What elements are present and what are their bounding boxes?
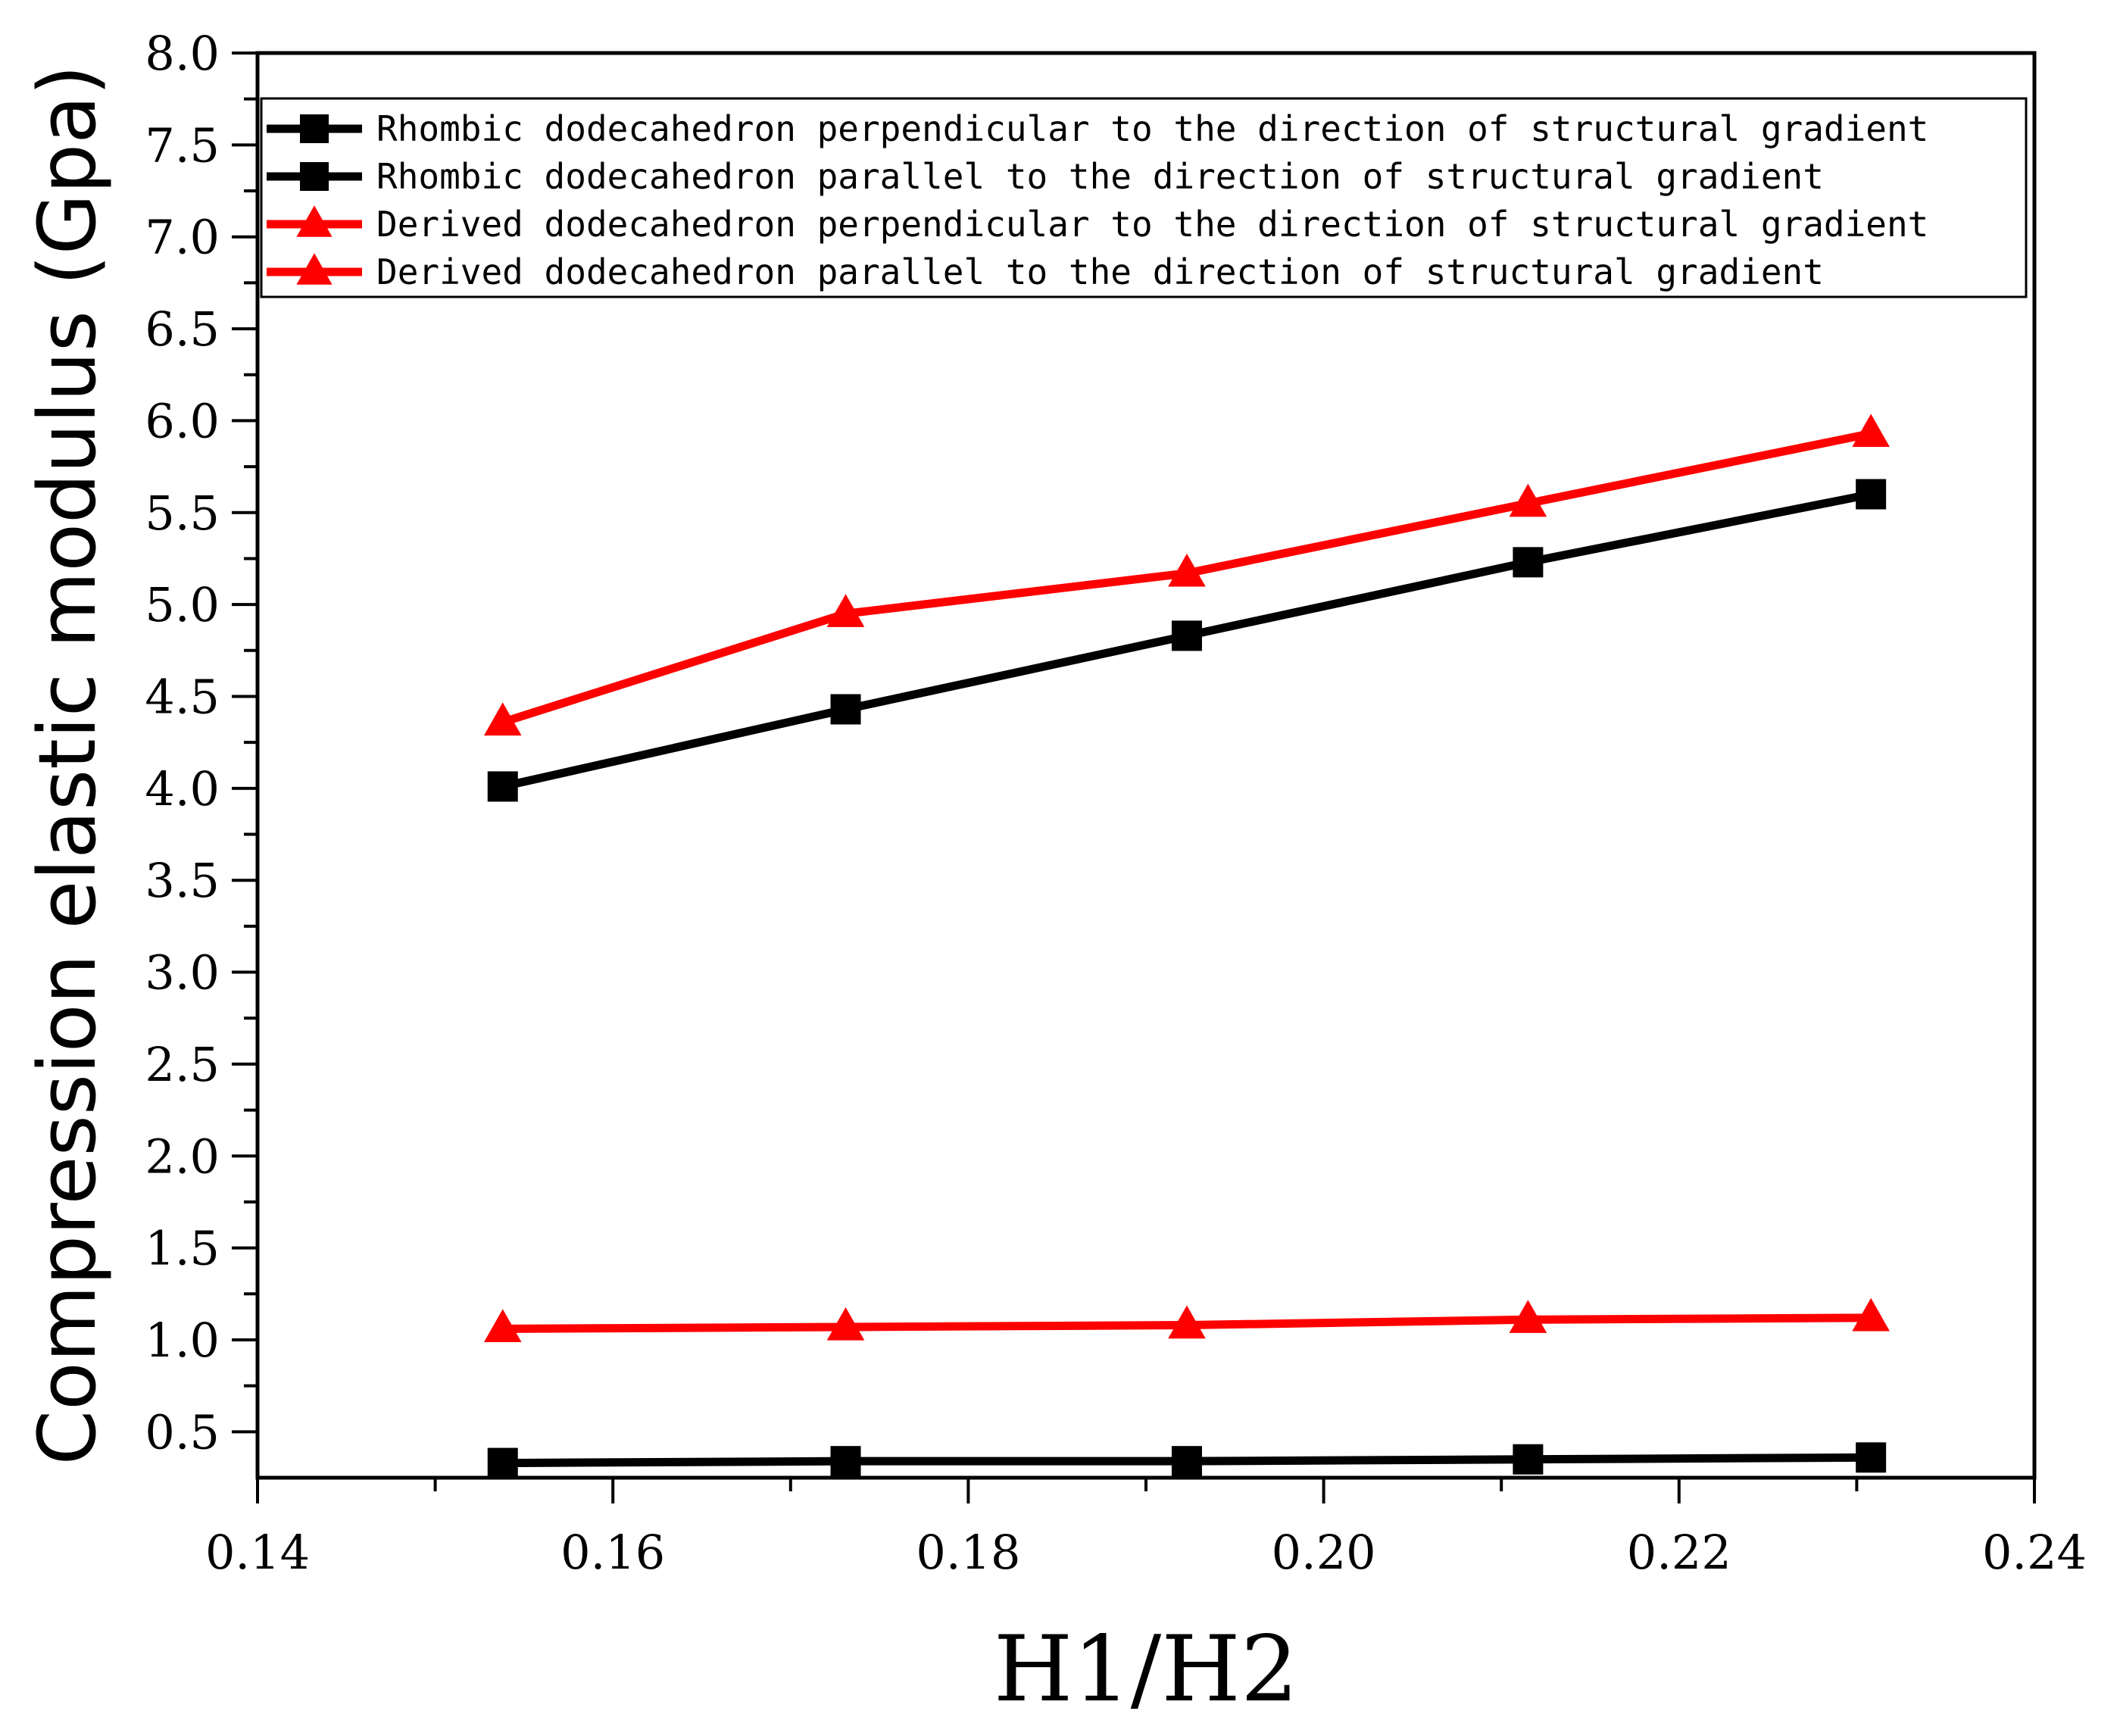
y-tick-label: 7.5	[145, 117, 220, 173]
data-point	[826, 1307, 865, 1341]
y-axis-title: Compression elastic modulus (Gpa)	[21, 65, 114, 1466]
y-tick-label: 6.5	[145, 301, 220, 357]
y-tick-label: 1.5	[145, 1221, 220, 1276]
legend-box	[260, 97, 2028, 298]
y-tick-label: 6.0	[145, 393, 220, 448]
data-point	[1171, 1446, 1202, 1477]
data-point	[1513, 1444, 1544, 1475]
y-tick-label: 5.0	[145, 577, 220, 632]
y-tick-label: 8.0	[145, 26, 220, 81]
y-tick-label: 3.5	[145, 853, 220, 908]
series-3	[483, 414, 1890, 736]
series-4	[483, 1297, 1890, 1343]
y-tick-label: 1.0	[145, 1313, 220, 1368]
data-point	[1509, 483, 1547, 517]
legend-marker	[296, 253, 333, 285]
legend-marker	[300, 114, 329, 143]
legend-marker	[300, 162, 329, 191]
y-tick-label: 4.5	[145, 669, 220, 724]
data-point	[830, 694, 861, 725]
x-tick-label: 0.16	[560, 1525, 665, 1580]
y-tick-label: 4.0	[145, 761, 220, 816]
data-point	[483, 702, 522, 736]
data-point	[1168, 1305, 1206, 1339]
legend: Rhombic dodecahedron perpendicular to th…	[260, 97, 2028, 298]
x-tick-label: 0.22	[1627, 1525, 1731, 1580]
legend-entry: Rhombic dodecahedron perpendicular to th…	[376, 108, 1928, 149]
series-layer	[483, 414, 1890, 1478]
data-point	[1168, 553, 1206, 587]
data-point	[1852, 414, 1890, 448]
axis-ticks: 0.14 0.16 0.18 0.20 0.22 0.24 0.5 1.0 1.5 2.0 2.5 3…	[145, 26, 2087, 1580]
y-tick-label: 5.5	[145, 486, 220, 541]
data-point	[1513, 547, 1544, 578]
legend-marker	[296, 205, 333, 237]
y-tick-label: 2.5	[145, 1037, 220, 1092]
data-point	[1856, 1442, 1887, 1473]
data-point	[487, 1447, 518, 1478]
x-tick-label: 0.20	[1272, 1525, 1376, 1580]
x-tick-label: 0.18	[916, 1525, 1020, 1580]
legend-entry: Derived dodecahedron perpendicular to th…	[376, 204, 1928, 245]
x-tick-label: 0.14	[205, 1525, 310, 1580]
y-tick-label: 7.0	[145, 210, 220, 265]
data-point	[1171, 620, 1202, 651]
data-point	[1856, 479, 1887, 510]
x-tick-label: 0.24	[1982, 1525, 2087, 1580]
y-tick-label: 2.0	[145, 1129, 220, 1184]
data-point	[1509, 1300, 1547, 1333]
y-tick-label: 3.0	[145, 945, 220, 1001]
series-2	[487, 1442, 1887, 1478]
x-axis-title: H1/H2	[994, 1617, 1298, 1722]
data-point	[826, 594, 865, 627]
data-point	[830, 1446, 861, 1477]
series-1	[487, 479, 1887, 802]
data-point	[1852, 1297, 1890, 1332]
legend-entry: Rhombic dodecahedron parallel to the dir…	[376, 156, 1824, 197]
y-tick-label: 0.5	[145, 1404, 220, 1460]
legend-entry: Derived dodecahedron parallel to the dir…	[376, 251, 1824, 292]
data-point	[487, 771, 518, 802]
data-point	[483, 1309, 522, 1343]
